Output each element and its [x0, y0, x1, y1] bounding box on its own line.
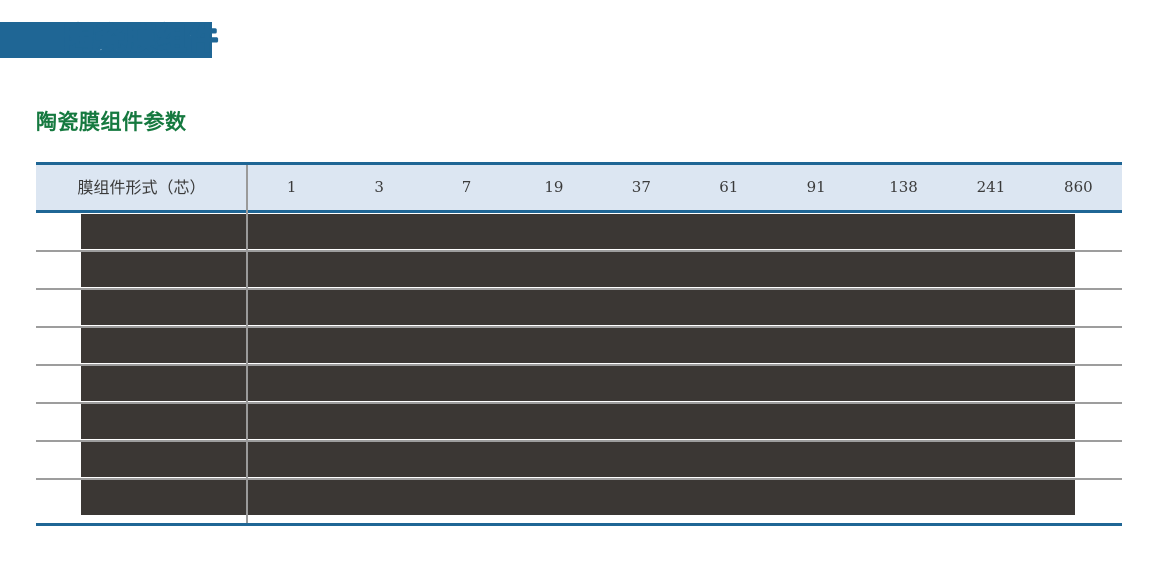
column-header-cell: 61 [719, 178, 739, 196]
title-accent-bar [0, 22, 212, 58]
table-column-headers: 1 3 7 19 37 61 91 138 241 860 [248, 165, 1122, 210]
column-header-cell: 91 [806, 178, 826, 196]
column-header-cell: 860 [1064, 178, 1093, 196]
table-row-separator [36, 440, 1122, 442]
table-column-divider [246, 165, 248, 523]
table-row-separator [36, 326, 1122, 328]
table-row-separator [36, 478, 1122, 480]
table-row-separator [36, 402, 1122, 404]
table-body [36, 213, 1122, 523]
table-row-redaction [81, 366, 1075, 401]
column-header-cell: 241 [976, 178, 1006, 196]
table-row-redaction [81, 290, 1075, 325]
table-row-separator [36, 250, 1122, 252]
table-row-label-header: 膜组件形式（芯） [77, 178, 206, 197]
column-header-cell: 1 [286, 178, 297, 196]
table-row-redaction [81, 480, 1075, 515]
table-top-border [36, 162, 1122, 165]
table-row-redaction [81, 214, 1075, 249]
column-header-cell: 7 [461, 178, 472, 196]
table-row-separator [36, 364, 1122, 366]
column-header-cell: 37 [631, 178, 651, 196]
table-row-separator [36, 288, 1122, 290]
section-subtitle: 陶瓷膜组件参数 [36, 110, 187, 134]
table-row-redaction [81, 442, 1075, 477]
table-row-redaction [81, 404, 1075, 439]
table-header-border [36, 210, 1122, 213]
parameters-table: 膜组件形式（芯） 1 3 7 19 37 61 91 138 241 860 [36, 162, 1122, 526]
page-title: 陶瓷膜组件 [63, 21, 219, 57]
table-header-row [36, 165, 1122, 210]
column-header-cell: 138 [889, 178, 918, 196]
table-bottom-border [36, 523, 1122, 526]
column-header-cell: 19 [544, 178, 564, 196]
column-header-cell: 3 [374, 178, 384, 196]
table-row-redaction [81, 328, 1075, 363]
table-row-redaction [81, 252, 1075, 287]
title-underline [64, 54, 212, 57]
